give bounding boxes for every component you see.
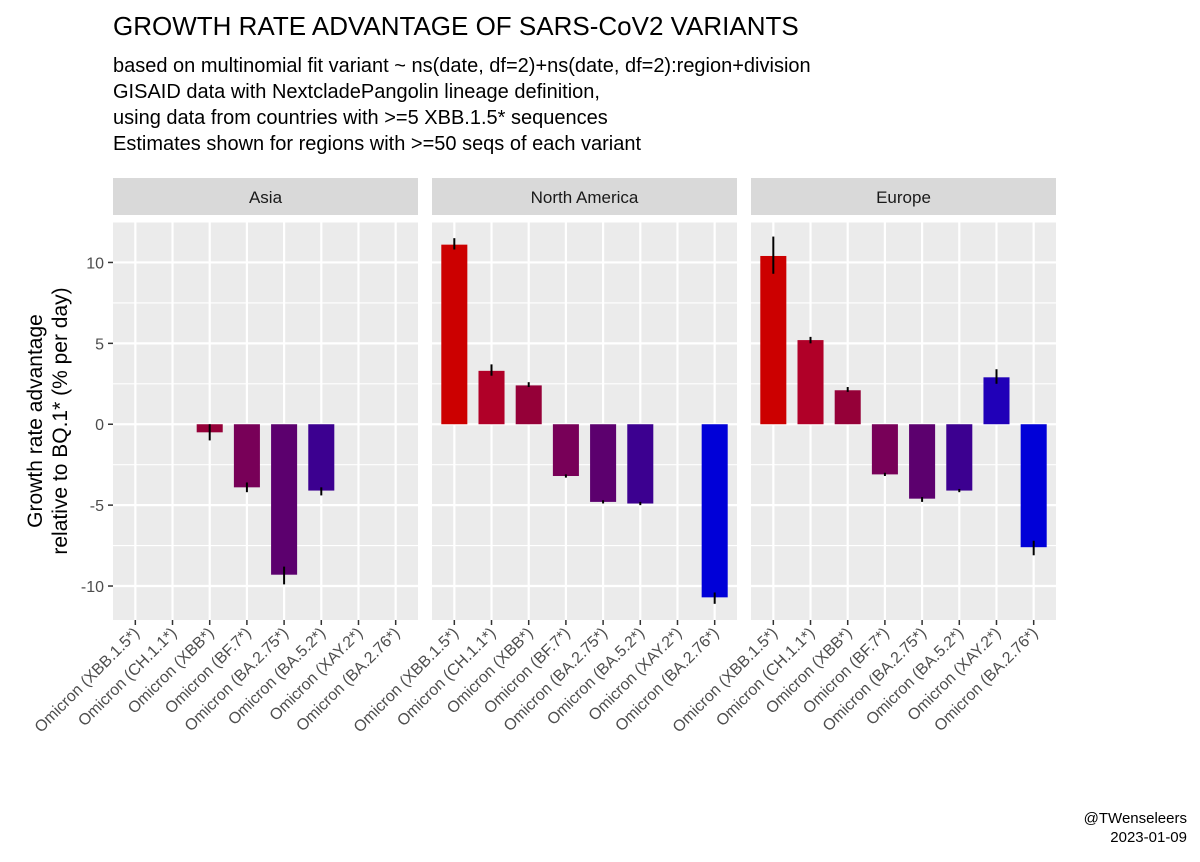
subtitle-line: Estimates shown for regions with >=50 se…	[113, 133, 642, 155]
caption-date: 2023-01-09	[1110, 829, 1187, 846]
facet-strip	[113, 178, 418, 215]
bar	[760, 255, 787, 425]
bar	[946, 424, 973, 491]
y-tick-label: -10	[81, 579, 104, 596]
bar	[271, 424, 298, 575]
chart-title: GROWTH RATE ADVANTAGE OF SARS-CoV2 VARIA…	[113, 11, 799, 41]
bar	[441, 244, 468, 425]
bar	[552, 424, 579, 477]
plot-background	[113, 222, 418, 620]
caption-handle: @TWenseleers	[1084, 810, 1187, 827]
facet-label: Asia	[249, 188, 283, 207]
y-axis-title: Growth rate advantage	[24, 314, 47, 528]
facet-label: North America	[531, 188, 639, 207]
y-tick-label: 5	[95, 336, 104, 353]
bar	[871, 424, 898, 475]
bar	[909, 424, 936, 499]
bar	[834, 390, 861, 425]
bar	[797, 340, 824, 425]
subtitle-line: based on multinomial fit variant ~ ns(da…	[113, 55, 811, 77]
bar	[627, 424, 654, 504]
subtitle-line: GISAID data with NextcladePangolin linea…	[113, 81, 600, 103]
bar	[701, 424, 728, 598]
facet-label: Europe	[876, 188, 931, 207]
y-tick-label: 0	[95, 417, 104, 434]
bar	[233, 424, 260, 488]
y-axis-title: relative to BQ.1* (% per day)	[49, 287, 72, 554]
facet-strip	[751, 178, 1056, 215]
bar	[1020, 424, 1047, 548]
plot-background	[432, 222, 737, 620]
plot-background	[751, 222, 1056, 620]
facet-strip	[432, 178, 737, 215]
y-tick-label: -5	[90, 498, 104, 515]
bar	[308, 424, 335, 491]
bar	[590, 424, 617, 502]
bar	[478, 370, 505, 425]
bar	[515, 385, 542, 425]
subtitle-line: using data from countries with >=5 XBB.1…	[113, 107, 608, 129]
y-tick-label: 10	[86, 255, 104, 272]
bar	[983, 377, 1010, 425]
